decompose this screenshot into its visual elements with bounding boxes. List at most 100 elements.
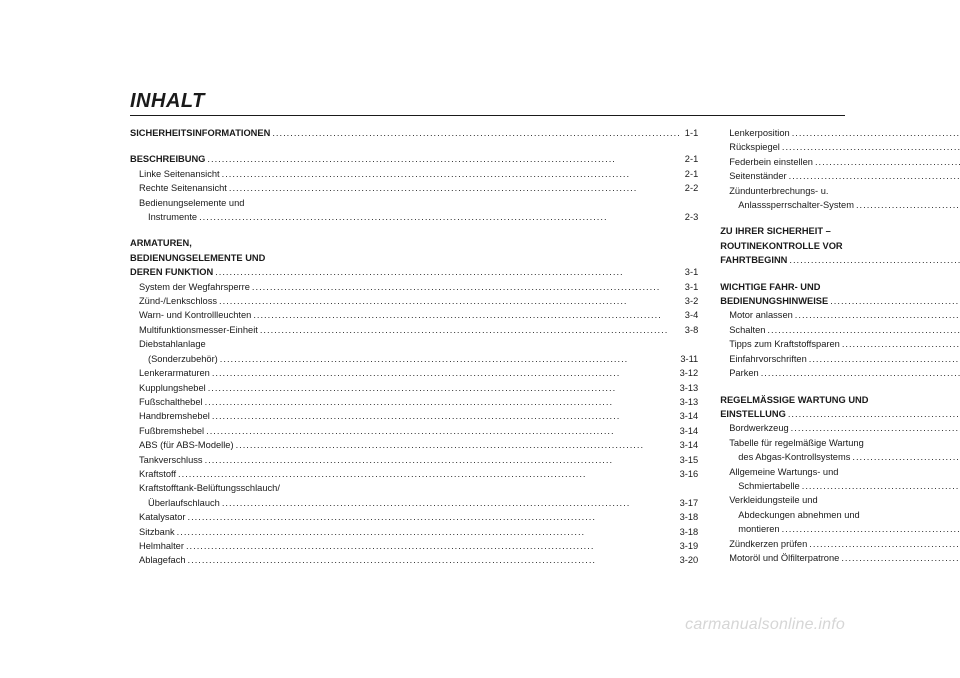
- toc-line: REGELMÄSSIGE WARTUNG UND: [720, 393, 960, 407]
- toc-line: Rechte Seitenansicht2-2: [130, 181, 698, 195]
- toc-line: Fußschalthebel3-13: [130, 395, 698, 409]
- toc-leader: [251, 308, 682, 322]
- toc-line: Multifunktionsmesser-Einheit3-8: [130, 323, 698, 337]
- toc-line: BEDIENUNGSELEMENTE UND: [130, 251, 698, 265]
- toc-leader: [203, 395, 678, 409]
- toc-line: System der Wegfahrsperre3-1: [130, 280, 698, 294]
- toc-spacer: [720, 381, 960, 393]
- toc-label: Motoröl und Ölfilterpatrone: [729, 551, 839, 565]
- toc-label: ABS (für ABS-Modelle): [139, 438, 234, 452]
- toc-label: EINSTELLUNG: [720, 407, 786, 421]
- toc-label: Diebstahlanlage: [139, 337, 206, 351]
- toc-line: Handbremshebel3-14: [130, 409, 698, 423]
- toc-label: Parken: [729, 366, 758, 380]
- toc-label: Kupplungshebel: [139, 381, 206, 395]
- toc-line: Zündkerzen prüfen6-9: [720, 537, 960, 551]
- toc-label: Katalysator: [139, 510, 186, 524]
- toc-label: des Abgas-Kontrollsystems: [738, 450, 850, 464]
- toc-leader: [759, 366, 960, 380]
- toc-line: Kraftstoff3-16: [130, 467, 698, 481]
- toc-line: Linke Seitenansicht2-1: [130, 167, 698, 181]
- toc-leader: [850, 450, 960, 464]
- toc-page-number: 3-18: [678, 510, 699, 524]
- toc-line: Bordwerkzeug6-1: [720, 421, 960, 435]
- toc-leader: [765, 323, 960, 337]
- toc-label: Kraftstoff: [139, 467, 176, 481]
- toc-label: Bedienungselemente und: [139, 196, 244, 210]
- toc-leader: [210, 366, 678, 380]
- toc-label: Fußbremshebel: [139, 424, 204, 438]
- toc-leader: [175, 525, 678, 539]
- toc-leader: [807, 352, 960, 366]
- toc-line: ARMATUREN,: [130, 236, 698, 250]
- toc-leader: [790, 126, 960, 140]
- toc-page-number: 3-13: [678, 381, 699, 395]
- toc-line: Lenkerposition3-20: [720, 126, 960, 140]
- toc-label: System der Wegfahrsperre: [139, 280, 250, 294]
- toc-leader: [227, 181, 683, 195]
- toc-page-number: 3-14: [678, 438, 699, 452]
- toc-label: REGELMÄSSIGE WARTUNG UND: [720, 393, 868, 407]
- toc-leader: [186, 510, 678, 524]
- toc-line: EINSTELLUNG6-1: [720, 407, 960, 421]
- toc-line: Instrumente2-3: [130, 210, 698, 224]
- toc-line: Abdeckungen abnehmen und: [720, 508, 960, 522]
- toc-line: (Sonderzubehör)3-11: [130, 352, 698, 366]
- toc-line: BEDIENUNGSHINWEISE5-1: [720, 294, 960, 308]
- toc-label: Tabelle für regelmäßige Wartung: [729, 436, 864, 450]
- toc-page-number: 3-20: [678, 553, 699, 567]
- toc-leader: [780, 140, 960, 154]
- toc-label: montieren: [738, 522, 779, 536]
- toc-line: Fußbremshebel 3-14: [130, 424, 698, 438]
- toc-columns: SICHERHEITSINFORMATIONEN1-1BESCHREIBUNG2…: [130, 126, 845, 573]
- toc-line: Katalysator 3-18: [130, 510, 698, 524]
- toc-line: Kupplungshebel 3-13: [130, 381, 698, 395]
- toc-page-number: 3-14: [678, 424, 699, 438]
- title-rule: [130, 115, 845, 116]
- toc-line: des Abgas-Kontrollsystems6-2: [720, 450, 960, 464]
- document-page: INHALT SICHERHEITSINFORMATIONEN1-1 BESCHR…: [0, 0, 960, 678]
- toc-page-number: 3-11: [678, 352, 698, 366]
- toc-label: Ablagefach: [139, 553, 186, 567]
- toc-line: Seitenständer3-22: [720, 169, 960, 183]
- toc-label: Tipps zum Kraftstoffsparen: [729, 337, 840, 351]
- toc-line: BESCHREIBUNG2-1: [130, 152, 698, 166]
- toc-page-number: 2-1: [683, 167, 698, 181]
- toc-leader: [780, 522, 960, 536]
- toc-leader: [839, 551, 960, 565]
- toc-leader: [234, 438, 678, 452]
- toc-leader: [210, 409, 678, 423]
- toc-label: ROUTINEKONTROLLE VOR: [720, 239, 842, 253]
- toc-label: BESCHREIBUNG: [130, 152, 205, 166]
- toc-label: DEREN FUNKTION: [130, 265, 213, 279]
- toc-leader: [793, 308, 960, 322]
- toc-line: Allgemeine Wartungs- und: [720, 465, 960, 479]
- toc-label: Lenkerposition: [729, 126, 789, 140]
- toc-label: Lenkerarmaturen: [139, 366, 210, 380]
- toc-page-number: 3-2: [683, 294, 698, 308]
- page-title: INHALT: [130, 90, 845, 113]
- toc-line: Motor anlassen5-1: [720, 308, 960, 322]
- toc-leader: [205, 152, 682, 166]
- toc-leader: [206, 381, 678, 395]
- toc-leader: [197, 210, 683, 224]
- toc-leader: [800, 479, 960, 493]
- toc-line: Tankverschluss3-15: [130, 453, 698, 467]
- toc-label: Rückspiegel: [729, 140, 780, 154]
- toc-label: Überlaufschlauch: [148, 496, 220, 510]
- toc-line: Lenkerarmaturen3-12: [130, 366, 698, 380]
- toc-line: Schmiertabelle6-3: [720, 479, 960, 493]
- toc-label: Abdeckungen abnehmen und: [738, 508, 859, 522]
- toc-leader: [204, 424, 678, 438]
- toc-spacer: [130, 140, 698, 152]
- toc-page-number: 3-14: [678, 409, 699, 423]
- toc-line: Ablagefach 3-20: [130, 553, 698, 567]
- toc-leader: [176, 467, 678, 481]
- toc-line: Parken5-4: [720, 366, 960, 380]
- toc-page-number: 3-19: [678, 539, 699, 553]
- toc-line: SICHERHEITSINFORMATIONEN1-1: [130, 126, 698, 140]
- toc-line: Warn- und Kontrollleuchten3-4: [130, 308, 698, 322]
- toc-label: Sitzbank: [139, 525, 175, 539]
- toc-label: ZU IHRER SICHERHEIT –: [720, 224, 831, 238]
- toc-label: Anlasssperrschalter-System: [738, 198, 854, 212]
